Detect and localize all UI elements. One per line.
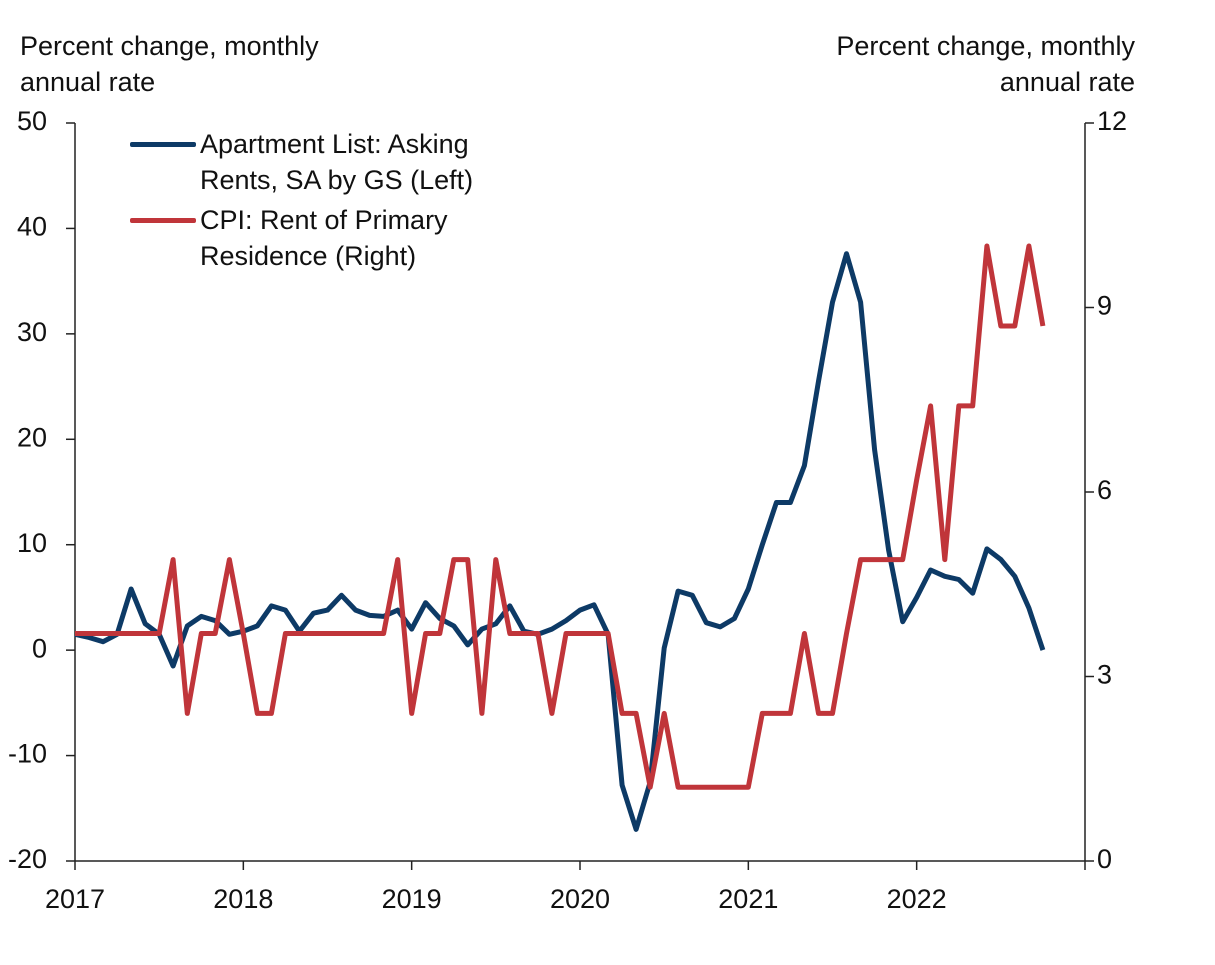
x-tick-label: 2021	[718, 884, 778, 914]
y2-tick-label: 3	[1097, 660, 1112, 690]
y2-tick-label: 0	[1097, 844, 1112, 874]
y-axis-title: Percent change, monthly annual rate	[20, 31, 319, 97]
y2-tick-label: 6	[1097, 475, 1112, 505]
y2-tick-label: 9	[1097, 291, 1112, 321]
series-line	[74, 251, 1046, 832]
x-tick-label: 2020	[550, 884, 610, 914]
legend-label: CPI: Rent of Primary Residence (Right)	[200, 205, 448, 271]
x-tick-label: 2018	[213, 884, 273, 914]
y-tick-label: -20	[8, 844, 47, 874]
y-tick-label: 40	[17, 212, 47, 242]
y2-tick-label: 12	[1097, 106, 1127, 136]
legend-label: Apartment List: Asking Rents, SA by GS (…	[200, 129, 474, 195]
x-tick-label: 2019	[382, 884, 442, 914]
y-tick-label: 50	[17, 106, 47, 136]
legend-swatch	[130, 218, 196, 223]
legend-swatch	[130, 142, 196, 147]
y-tick-label: 0	[32, 633, 47, 663]
y-tick-label: 10	[17, 528, 47, 558]
series-line	[75, 243, 1046, 790]
y-tick-label: 20	[17, 422, 47, 452]
legend: Apartment List: Asking Rents, SA by GS (…	[130, 126, 540, 278]
y2-axis-title: Percent change, monthly annual rate	[836, 31, 1135, 97]
x-tick-label: 2017	[45, 884, 105, 914]
legend-item: CPI: Rent of Primary Residence (Right)	[130, 202, 540, 274]
x-tick-label: 2022	[887, 884, 947, 914]
y-tick-label: -10	[8, 739, 47, 769]
y-tick-label: 30	[17, 317, 47, 347]
legend-item: Apartment List: Asking Rents, SA by GS (…	[130, 126, 540, 198]
